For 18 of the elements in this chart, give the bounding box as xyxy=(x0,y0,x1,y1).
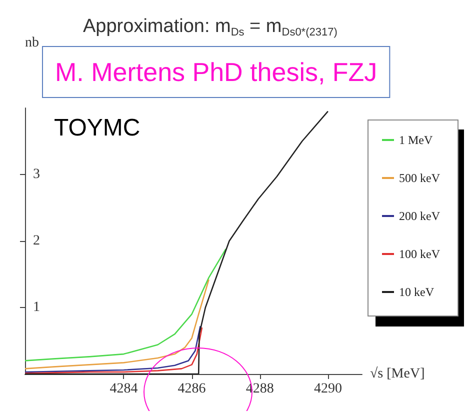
text: M. Mertens PhD thesis, FZJ xyxy=(55,57,378,87)
line-series xyxy=(24,248,226,362)
legend-label: 1 MeV xyxy=(399,133,434,147)
y-axis-title: nb xyxy=(25,36,39,50)
legend-label: 200 keV xyxy=(399,209,440,223)
line-series xyxy=(24,278,210,370)
x-tick-label: 4290 xyxy=(314,382,342,396)
annotation: TOYMC xyxy=(54,114,140,142)
legend-label: 10 keV xyxy=(399,285,434,299)
legend-label: 500 keV xyxy=(399,171,440,185)
line-series xyxy=(24,110,329,375)
x-axis-title: √s [MeV] xyxy=(370,366,425,382)
y-tick-label: 3 xyxy=(33,167,40,182)
legend-label: 100 keV xyxy=(399,247,440,261)
x-tick-label: 4284 xyxy=(110,382,138,396)
x-tick-label: 4286 xyxy=(178,382,206,396)
y-tick-label: 1 xyxy=(33,300,40,315)
y-tick-label: 2 xyxy=(33,234,40,248)
